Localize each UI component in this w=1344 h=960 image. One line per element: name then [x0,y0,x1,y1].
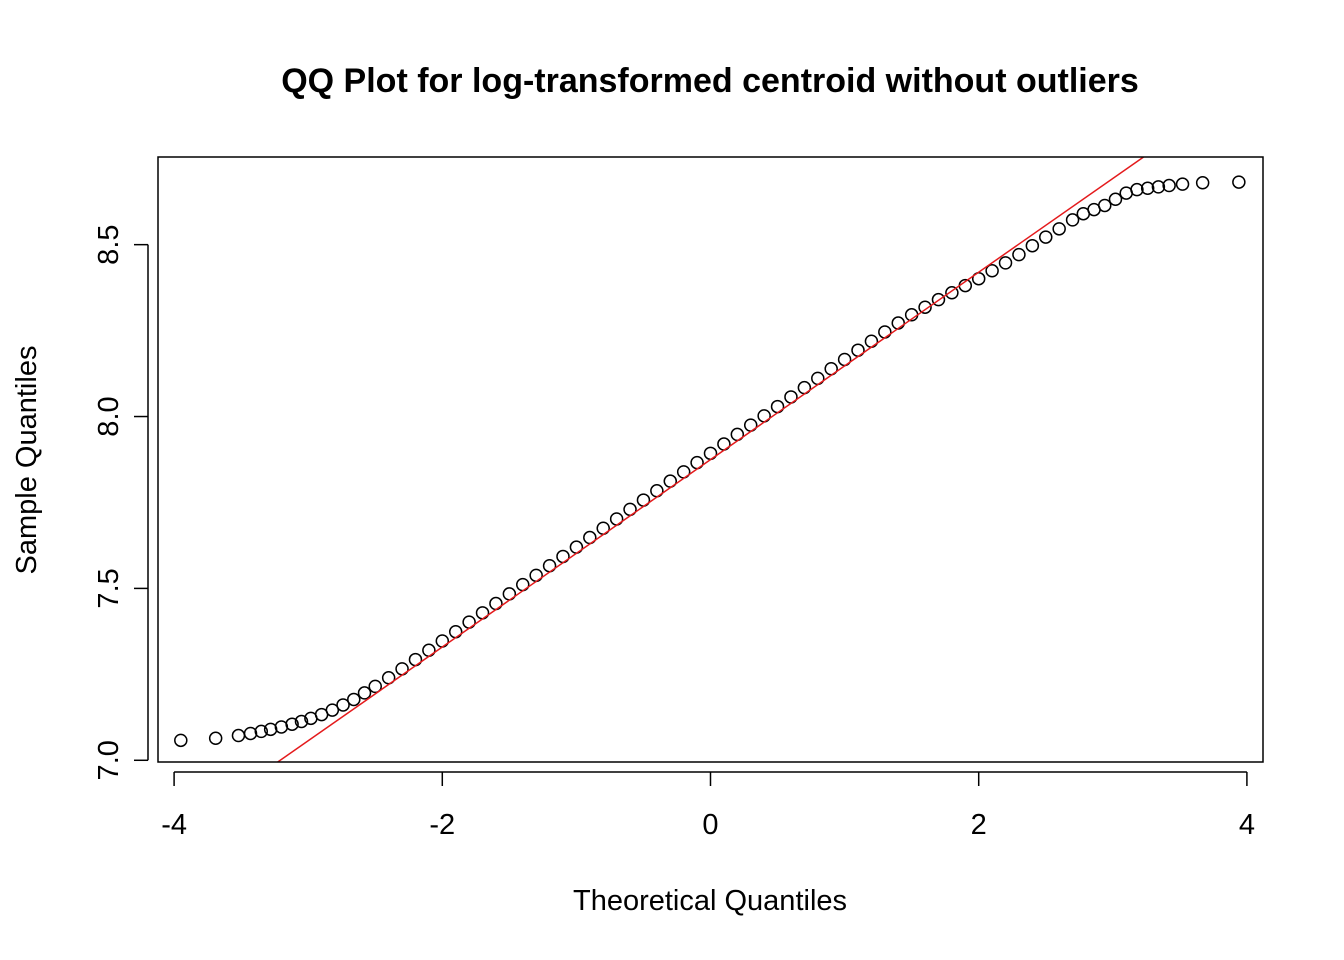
x-tick-label: -4 [161,809,187,841]
y-axis-label: Sample Quantiles [11,346,43,575]
sample-point [770,399,785,414]
sample-point [285,717,299,731]
sample-point [1140,181,1155,196]
reference-line [276,157,1145,762]
sample-point [1052,222,1066,236]
sample-point [1232,175,1246,189]
sample-point [208,731,223,746]
sample-point [422,643,436,658]
sample-point [254,724,269,739]
x-axis: -4 -2 0 2 4 [161,771,1255,841]
sample-point [931,292,946,307]
sample-point [294,714,309,729]
sample-point [462,615,476,629]
y-tick-label: 7.5 [93,568,125,608]
sample-point [475,606,490,620]
sample-point [717,437,731,451]
sample-point [516,577,530,592]
sample-point [985,264,999,278]
sample-point [1175,177,1190,191]
sample-point [945,286,959,300]
sample-point [448,624,463,639]
sample-points [174,175,1246,748]
sample-point [569,540,584,554]
sample-point [529,568,543,583]
sample-point [1098,198,1112,213]
sample-point [174,733,188,748]
sample-point [998,256,1013,270]
sample-point [1025,238,1040,253]
x-tick-label: 2 [971,809,987,841]
sample-point [1012,247,1026,262]
plot-frame [157,156,1264,763]
y-tick-label: 8.5 [93,224,125,264]
x-tick-label: 0 [702,809,718,841]
sample-point [1162,178,1176,193]
sample-point [1065,213,1080,227]
y-axis: 7.0 7.5 8.0 8.5 [93,224,149,780]
sample-point [489,596,503,611]
x-tick-label: 4 [1239,809,1255,841]
sample-point [891,316,905,330]
sample-point [336,698,350,712]
sample-point [347,692,361,707]
sample-point [1195,176,1210,190]
sample-point [325,703,340,717]
sample-point [231,728,246,743]
sample-point [243,726,258,741]
x-tick-label: -2 [429,809,455,841]
sample-point [1108,192,1123,207]
y-tick-label: 8.0 [93,396,125,436]
chart-title: QQ Plot for log-transformed centroid wit… [281,62,1139,100]
sample-point [1130,182,1144,197]
x-axis-label: Theoretical Quantiles [573,885,847,917]
sample-point [368,679,382,694]
sample-point [408,652,423,667]
sample-point [864,334,879,348]
sample-point [878,325,892,339]
sample-point [357,686,372,700]
y-tick-label: 7.0 [93,740,125,780]
sample-point [435,634,450,648]
sample-point [1151,180,1166,194]
sample-point [1039,230,1053,244]
reference-line-group [276,157,1145,762]
sample-point [918,300,932,314]
